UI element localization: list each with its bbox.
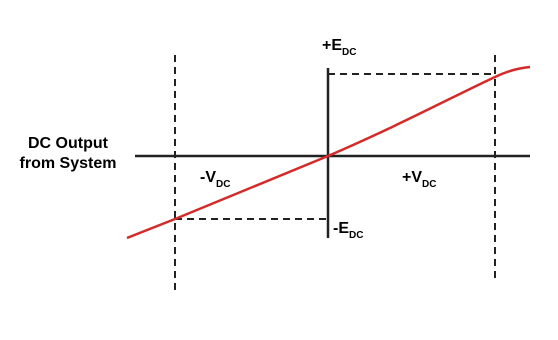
label-main: -V [200, 169, 216, 186]
axis-label: DC Output [28, 135, 109, 152]
plus-v-label: +VDC [402, 169, 436, 190]
label-main: +V [402, 169, 422, 186]
axis-label: from System [20, 155, 117, 172]
label-sub: DC [216, 179, 230, 190]
label-sub: DC [342, 47, 356, 58]
label-main: -E [333, 220, 349, 237]
label-sub: DC [422, 179, 436, 190]
plus-e-label: +EDC [322, 37, 356, 58]
minus-e-label: -EDC [333, 220, 363, 241]
label-sub: DC [349, 230, 363, 241]
label-main: +E [322, 37, 342, 54]
minus-v-label: -VDC [200, 169, 230, 190]
transfer-curve [126, 65, 531, 240]
